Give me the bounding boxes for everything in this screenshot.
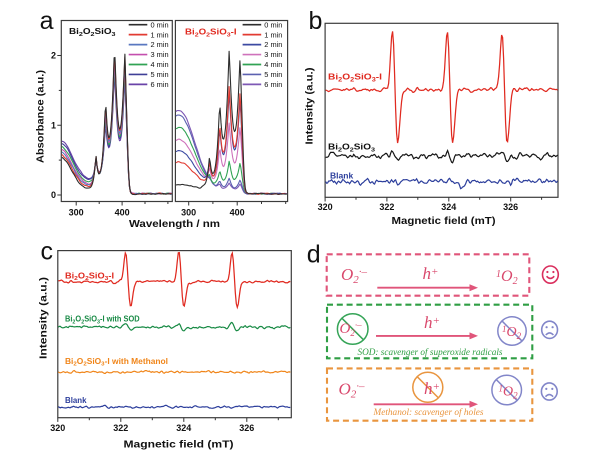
svg-text:2 min: 2 min (264, 40, 282, 49)
svg-text:322: 322 (113, 423, 128, 433)
svg-text:400: 400 (230, 208, 245, 218)
svg-text:4 min: 4 min (264, 60, 282, 69)
svg-text:Wavelength / nm: Wavelength / nm (129, 218, 220, 230)
svg-text:324: 324 (176, 423, 191, 433)
svg-text:6 min: 6 min (264, 80, 282, 89)
svg-text:Bi2O2SiO3-I with Methanol: Bi2O2SiO3-I with Methanol (65, 357, 168, 368)
svg-text:d: d (307, 240, 321, 268)
svg-text:300: 300 (69, 208, 84, 218)
svg-text:320: 320 (318, 202, 333, 212)
svg-text:324: 324 (441, 202, 456, 212)
svg-text:Intensity (a.u.): Intensity (a.u.) (305, 68, 316, 145)
svg-text:Blank: Blank (65, 396, 87, 405)
svg-text:5 min: 5 min (264, 70, 282, 79)
svg-text:326: 326 (503, 202, 518, 212)
svg-text:Bi2O2SiO3-I: Bi2O2SiO3-I (65, 271, 114, 282)
svg-text:400: 400 (115, 208, 130, 218)
svg-text:6 min: 6 min (151, 80, 169, 89)
svg-text:SOD: scavenger of superoxide r: SOD: scavenger of superoxide radicals (358, 347, 503, 358)
svg-text:320: 320 (50, 423, 65, 433)
svg-text:300: 300 (181, 208, 196, 218)
svg-text:Absorbance (a.u.): Absorbance (a.u.) (35, 70, 47, 163)
svg-text:1: 1 (51, 120, 56, 130)
svg-text:Bi2O2SiO3-I with SOD: Bi2O2SiO3-I with SOD (65, 315, 140, 326)
svg-text:5 min: 5 min (151, 70, 169, 79)
svg-text:a: a (40, 7, 54, 35)
svg-text:4 min: 4 min (151, 60, 169, 69)
svg-text:c: c (41, 237, 54, 265)
svg-text:Magnetic field (mT): Magnetic field (mT) (392, 215, 496, 227)
svg-text:Bi2O2SiO3: Bi 2O2SiO 3 (328, 143, 376, 154)
svg-text:Magnetic field (mT): Magnetic field (mT) (124, 439, 234, 451)
svg-text:1O2: 1O2 (496, 268, 518, 287)
svg-text:3 min: 3 min (264, 50, 282, 59)
svg-text:1O2: 1O2 (499, 384, 519, 401)
svg-text:Blank: Blank (330, 172, 354, 181)
svg-text:322: 322 (379, 202, 394, 212)
svg-text:326: 326 (239, 423, 254, 433)
svg-text:0 min: 0 min (151, 20, 169, 29)
svg-text:0 min: 0 min (264, 20, 282, 29)
svg-text:Methanol: scavenger of holes: Methanol: scavenger of holes (373, 407, 484, 418)
svg-text:b: b (309, 7, 323, 35)
svg-text:Bi2O2SiO3: Bi 2O2SiO 3 (69, 27, 116, 38)
svg-text:2 min: 2 min (151, 40, 169, 49)
svg-text:3 min: 3 min (151, 50, 169, 59)
svg-text:Intensity (a.u.): Intensity (a.u.) (39, 277, 50, 359)
svg-text:1 min: 1 min (264, 30, 282, 39)
svg-text:2: 2 (51, 51, 56, 61)
svg-text:1O2: 1O2 (502, 324, 522, 341)
svg-text:Bi2O2SiO3-I: Bi2O2SiO3-I (185, 28, 237, 39)
svg-text:0: 0 (51, 190, 56, 200)
svg-text:Bi2O2SiO3-I: Bi2O2SiO3-I (328, 72, 382, 84)
svg-text:1 min: 1 min (151, 30, 169, 39)
